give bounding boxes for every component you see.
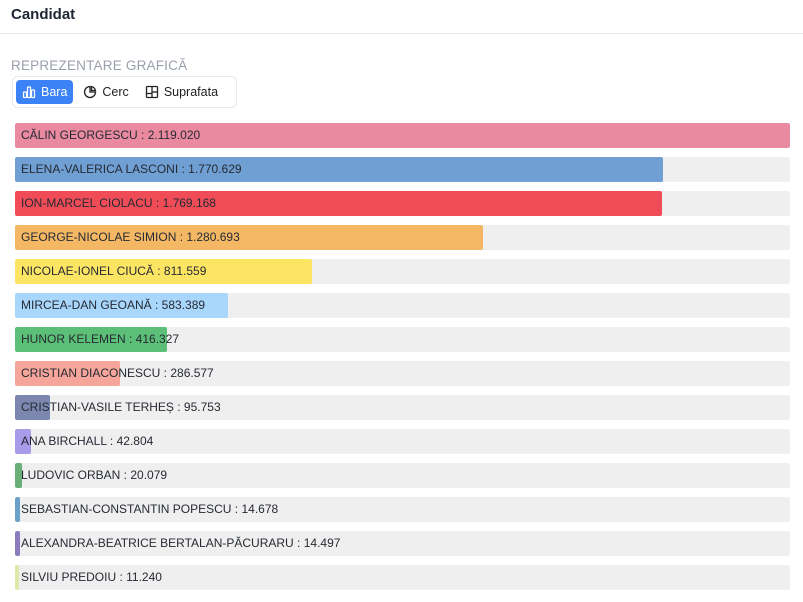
bar-chart-icon bbox=[22, 85, 36, 99]
bar bbox=[15, 531, 21, 556]
bar-label: ION-MARCEL CIOLACU : 1.769.168 bbox=[21, 196, 216, 210]
bar-label: MIRCEA-DAN GEOANĂ : 583.389 bbox=[21, 298, 206, 312]
bar-row[interactable]: ION-MARCEL CIOLACU : 1.769.168 bbox=[15, 191, 790, 216]
bar-row[interactable]: ANA BIRCHALL : 42.804 bbox=[15, 429, 790, 454]
bar-label: ALEXANDRA-BEATRICE BERTALAN-PĂCURARU : 1… bbox=[21, 536, 341, 550]
bar-label: CRISTIAN DIACONESCU : 286.577 bbox=[21, 366, 214, 380]
page-title: Candidat bbox=[11, 6, 76, 23]
bar-row[interactable]: CRISTIAN-VASILE TERHEȘ : 95.753 bbox=[15, 395, 790, 420]
bar-row[interactable]: NICOLAE-IONEL CIUCĂ : 811.559 bbox=[15, 259, 790, 284]
bar-label: LUDOVIC ORBAN : 20.079 bbox=[21, 468, 168, 482]
bar-row[interactable]: MIRCEA-DAN GEOANĂ : 583.389 bbox=[15, 293, 790, 318]
bar-row[interactable]: GEORGE-NICOLAE SIMION : 1.280.693 bbox=[15, 225, 790, 250]
bar-label: NICOLAE-IONEL CIUCĂ : 811.559 bbox=[21, 264, 207, 278]
bar-label: CRISTIAN-VASILE TERHEȘ : 95.753 bbox=[21, 400, 221, 414]
bar bbox=[15, 497, 21, 522]
bar bbox=[15, 123, 790, 148]
bar bbox=[15, 191, 663, 216]
header-bar: Candidat bbox=[0, 0, 803, 34]
bar bbox=[15, 293, 229, 318]
toggle-treemap-button[interactable]: Suprafata bbox=[139, 80, 224, 104]
bar-row[interactable]: CRISTIAN DIACONESCU : 286.577 bbox=[15, 361, 790, 386]
bar bbox=[15, 463, 23, 488]
bar-row[interactable]: CĂLIN GEORGESCU : 2.119.020 bbox=[15, 123, 790, 148]
toggle-bar-button[interactable]: Bara bbox=[16, 80, 74, 104]
bar bbox=[15, 327, 168, 352]
bar bbox=[15, 429, 31, 454]
bar-label: SEBASTIAN-CONSTANTIN POPESCU : 14.678 bbox=[21, 502, 279, 516]
bar bbox=[15, 565, 20, 590]
bar-label: CĂLIN GEORGESCU : 2.119.020 bbox=[21, 128, 201, 142]
toggle-bar-label: Bara bbox=[41, 85, 68, 99]
section-label: REPREZENTARE GRAFICĂ bbox=[11, 58, 188, 73]
chart-type-toggle: Bara Cerc Suprafata bbox=[12, 76, 237, 108]
bar-label: SILVIU PREDOIU : 11.240 bbox=[21, 570, 162, 584]
bar-row[interactable]: SEBASTIAN-CONSTANTIN POPESCU : 14.678 bbox=[15, 497, 790, 522]
bar-row[interactable]: ALEXANDRA-BEATRICE BERTALAN-PĂCURARU : 1… bbox=[15, 531, 790, 556]
treemap-icon bbox=[145, 85, 159, 99]
bar bbox=[15, 395, 51, 420]
bar bbox=[15, 225, 484, 250]
bar-label: HUNOR KELEMEN : 416.327 bbox=[21, 332, 180, 346]
toggle-treemap-label: Suprafata bbox=[163, 85, 219, 99]
bar-row[interactable]: ELENA-VALERICA LASCONI : 1.770.629 bbox=[15, 157, 790, 182]
bar-row[interactable]: SILVIU PREDOIU : 11.240 bbox=[15, 565, 790, 590]
bar-row[interactable]: LUDOVIC ORBAN : 20.079 bbox=[15, 463, 790, 488]
toggle-pie-label: Cerc bbox=[102, 85, 129, 99]
bar-label: ELENA-VALERICA LASCONI : 1.770.629 bbox=[21, 162, 242, 176]
bar-label: GEORGE-NICOLAE SIMION : 1.280.693 bbox=[21, 230, 240, 244]
toggle-pie-button[interactable]: Cerc bbox=[77, 80, 134, 104]
bar bbox=[15, 259, 312, 284]
bar-label: ANA BIRCHALL : 42.804 bbox=[21, 434, 154, 448]
bar-row[interactable]: HUNOR KELEMEN : 416.327 bbox=[15, 327, 790, 352]
bar bbox=[15, 157, 663, 182]
pie-chart-icon bbox=[83, 85, 97, 99]
bar bbox=[15, 361, 120, 386]
